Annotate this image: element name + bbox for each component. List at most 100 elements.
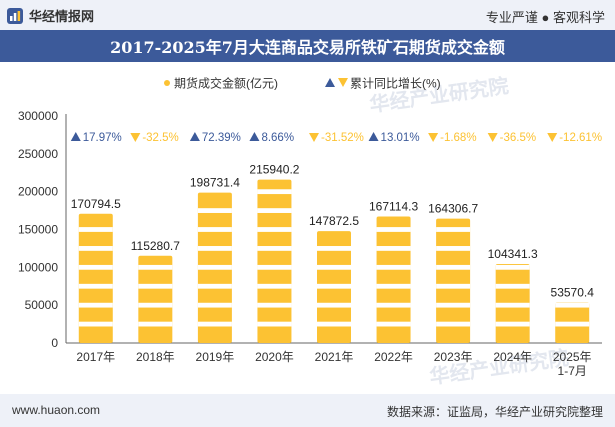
growth-down-triangle: [487, 133, 498, 142]
bar-band: [197, 283, 232, 289]
y-tick-label: 300000: [18, 109, 58, 123]
bar-band: [257, 321, 292, 327]
tagline: 专业严谨 ● 客观科学: [485, 10, 605, 25]
bar: [138, 255, 173, 343]
growth-label: -36.5%: [500, 132, 536, 144]
bar-band: [78, 264, 113, 270]
y-tick-label: 100000: [18, 260, 58, 274]
bar-band: [317, 302, 351, 308]
bar-band: [257, 189, 292, 195]
bar-band: [257, 208, 292, 213]
x-tick-label: 2020年: [255, 350, 294, 364]
bar-band: [138, 321, 173, 327]
bar-band: [317, 246, 351, 251]
growth-up-triangle: [70, 132, 81, 141]
brand-name: 华经情报网: [29, 9, 95, 24]
growth-label: 17.97%: [83, 132, 122, 144]
bar-band: [376, 321, 411, 327]
bar-band: [376, 246, 411, 251]
bar-value-label: 198731.4: [190, 176, 240, 190]
bar-band: [138, 302, 173, 308]
bar-band: [317, 283, 351, 289]
growth-down-triangle: [547, 133, 558, 142]
bar-band: [436, 302, 471, 308]
legend-swatch-bar: [164, 80, 170, 86]
bar-band: [376, 264, 411, 270]
x-tick-label: 2017年: [76, 350, 115, 364]
bar-band: [138, 283, 173, 289]
title-bar: 2017-2025年7月大连商品交易所铁矿石期货成交金额: [0, 30, 615, 62]
x-tick-label: 2018年: [136, 350, 175, 364]
bar-band: [78, 321, 113, 327]
bar-band: [257, 302, 292, 308]
growth-label: 72.39%: [202, 132, 241, 144]
growth-label: 8.66%: [261, 132, 294, 144]
growth-up-triangle: [249, 132, 260, 141]
bar-band: [376, 227, 411, 232]
bar-band: [197, 264, 232, 270]
growth-up-triangle: [189, 132, 200, 141]
y-tick-label: 0: [51, 336, 58, 350]
growth-label: -12.61%: [559, 132, 602, 144]
x-tick-label: 2025年 1-7月: [553, 350, 592, 378]
y-tick-label: 200000: [18, 185, 58, 199]
bar-band: [197, 208, 232, 213]
bar-band: [317, 321, 351, 327]
bar-band: [436, 264, 471, 270]
bar-band: [376, 302, 411, 308]
bar-band: [436, 227, 471, 232]
logo-icon: [7, 7, 23, 24]
y-tick-label: 50000: [25, 298, 59, 312]
growth-label: -31.52%: [321, 132, 364, 144]
bar-band: [495, 302, 530, 308]
footer-bar: www.huaon.com 数据来源：证监局，华经产业研究院整理: [0, 394, 615, 427]
bar-band: [78, 246, 113, 251]
x-tick-label: 2019年: [196, 350, 235, 364]
footer-source: 数据来源：证监局，华经产业研究院整理: [386, 405, 603, 419]
top-bar: 华经情报网 专业严谨 ● 客观科学: [0, 0, 615, 30]
bar-band: [197, 302, 232, 308]
growth-down-triangle: [428, 133, 439, 142]
bar-band: [78, 283, 113, 289]
chart-title: 2017-2025年7月大连商品交易所铁矿石期货成交金额: [110, 38, 505, 57]
bar-band: [78, 227, 113, 232]
x-tick-label: 2024年: [493, 350, 532, 364]
bar-band: [197, 321, 232, 327]
bar-band: [436, 321, 471, 327]
x-tick-label: 2023年: [434, 350, 473, 364]
bar: [257, 179, 292, 343]
chart-area: 华经产业研究院 华经产业研究院 期货成交金额(亿元) 累计同比增长(%) 0 50000 1…: [0, 62, 615, 392]
growth-label: -32.5%: [142, 132, 178, 144]
bar-band: [78, 302, 113, 308]
growth-label: -1.68%: [440, 132, 476, 144]
growth-down-triangle: [130, 133, 141, 142]
bar-value-label: 215940.2: [249, 163, 299, 177]
growth-down-triangle: [309, 133, 319, 142]
bar-band: [257, 227, 292, 232]
bar-band: [197, 227, 232, 232]
footer-url: www.huaon.com: [12, 403, 101, 417]
bar-band: [495, 321, 530, 327]
bar-band: [555, 302, 590, 308]
y-tick-label: 150000: [18, 223, 58, 237]
bar-value-label: 167114.3: [369, 200, 418, 214]
legend-up-triangle: [325, 78, 335, 87]
legend-label-bar: 期货成交金额(亿元): [174, 76, 278, 91]
bar-band: [436, 246, 471, 251]
bar-band: [495, 264, 530, 270]
x-tick-label: 2022年: [374, 350, 413, 364]
bar-band: [376, 283, 411, 289]
bar-band: [257, 264, 292, 270]
bar-band: [257, 283, 292, 289]
bar-band: [317, 264, 351, 270]
bar-band: [555, 321, 590, 327]
bar-value-label: 104341.3: [488, 247, 538, 261]
growth-up-triangle: [368, 132, 379, 141]
legend-down-triangle: [338, 78, 348, 87]
brand: 华经情报网: [6, 6, 94, 25]
bar-band: [138, 264, 173, 270]
y-tick-label: 250000: [18, 147, 58, 161]
growth-label: 13.01%: [381, 132, 420, 144]
bar-value-label: 164306.7: [428, 202, 478, 216]
